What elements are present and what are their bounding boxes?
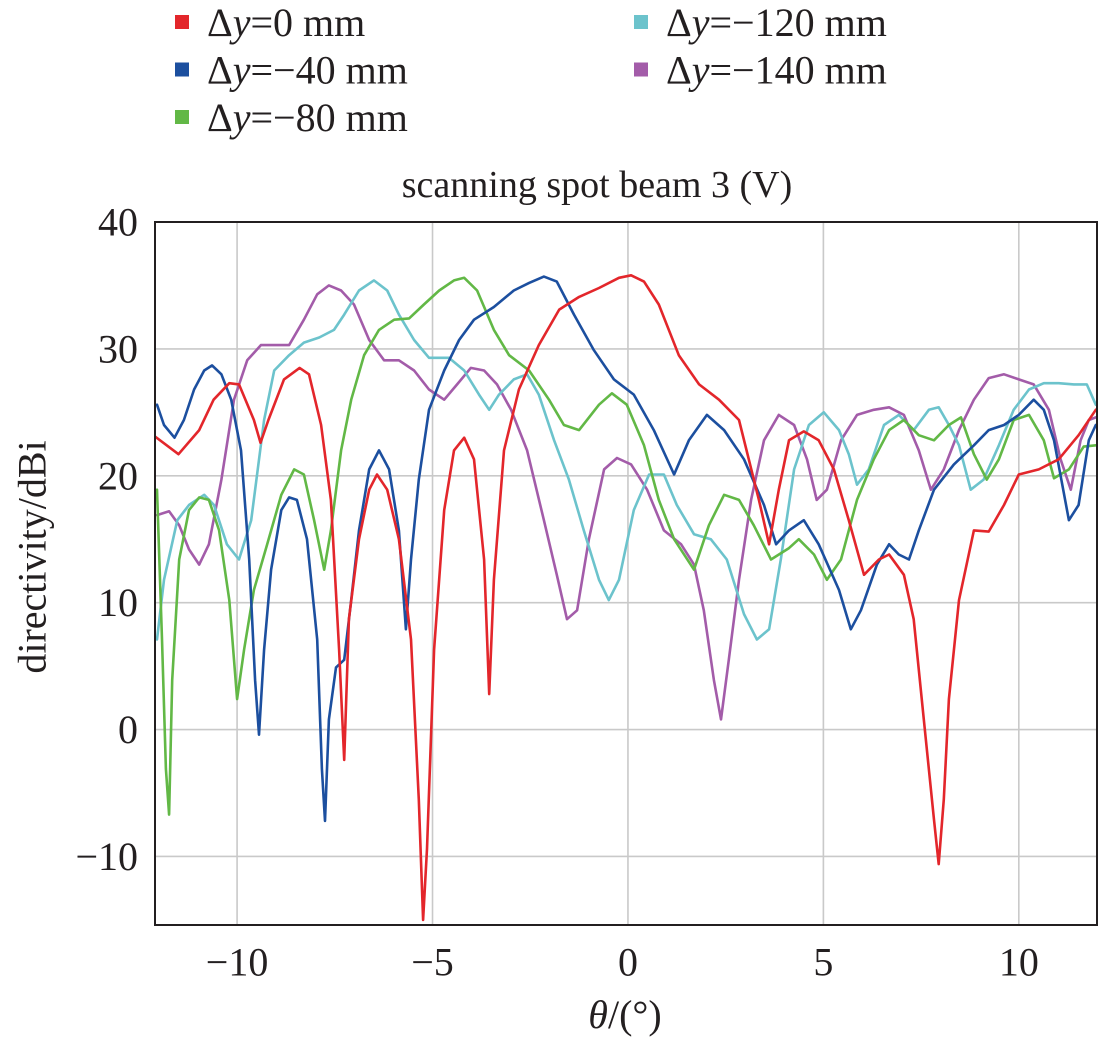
legend-label: Δy=−80 mm <box>207 95 408 140</box>
y-tick-label: 40 <box>98 200 138 245</box>
x-axis-label: θ/(°) <box>588 992 661 1037</box>
x-tick-label: −10 <box>206 940 269 985</box>
legend-label: Δy=−140 mm <box>666 47 887 92</box>
plot-frame <box>154 221 1098 926</box>
chart-title: scanning spot beam 3 (V) <box>402 164 792 206</box>
legend-swatch <box>175 15 189 29</box>
grid <box>155 221 1097 925</box>
y-axis-label: directivity/dBi <box>10 440 55 673</box>
legend-item: Δy=−120 mm <box>634 0 887 45</box>
x-tick-label: −5 <box>411 940 454 985</box>
legend-item: Δy=0 mm <box>175 0 365 45</box>
y-tick-label: −10 <box>75 834 138 879</box>
legend-item: Δy=−40 mm <box>175 47 408 92</box>
legend-swatch <box>634 62 648 77</box>
legend-label: Δy=0 mm <box>207 0 365 45</box>
series-line-dy-minus-120-mm <box>155 279 1097 641</box>
y-tick-label: 20 <box>98 453 138 498</box>
x-tick-label: 5 <box>813 940 833 985</box>
x-tick-labels: −10 −5 0 5 10 <box>206 940 1039 985</box>
x-tick-label: 10 <box>999 940 1039 985</box>
series-line-dy-0-mm <box>155 274 1097 922</box>
y-tick-label: 30 <box>98 326 138 371</box>
x-tick-label: 0 <box>618 940 638 985</box>
legend-label: Δy=−120 mm <box>666 0 887 45</box>
y-tick-labels: −10 0 10 20 30 40 <box>75 200 138 879</box>
series-line-dy-minus-140-mm <box>155 284 1097 721</box>
y-tick-label: 0 <box>118 707 138 752</box>
series-lines <box>155 274 1097 922</box>
legend-item: Δy=−140 mm <box>634 47 887 92</box>
legend-label: Δy=−40 mm <box>207 47 408 92</box>
series-line-dy-minus-80-mm <box>155 276 1097 816</box>
legend-swatch <box>634 15 648 29</box>
legend-swatch <box>175 62 189 77</box>
y-tick-label: 10 <box>98 580 138 625</box>
legend-swatch <box>175 110 189 124</box>
legend-item: Δy=−80 mm <box>175 95 408 140</box>
series-line-dy-minus-40-mm <box>155 275 1097 823</box>
